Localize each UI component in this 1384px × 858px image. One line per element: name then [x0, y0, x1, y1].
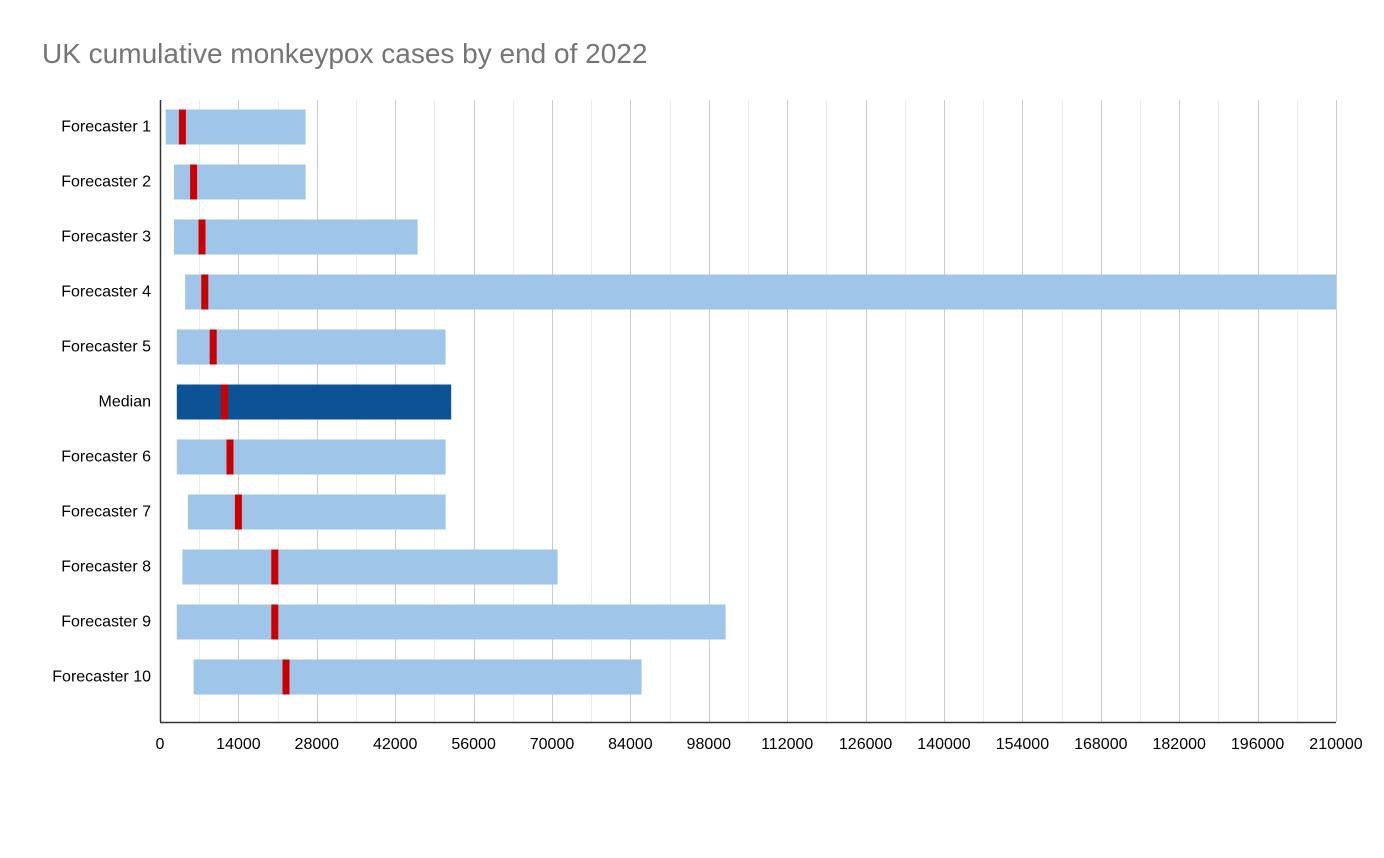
x-tick-label: 70000: [530, 736, 575, 753]
x-tick-label: 210000: [1309, 736, 1362, 753]
point-estimate-marker: [209, 329, 217, 365]
point-estimate-marker: [220, 384, 228, 420]
range-bar: [182, 549, 558, 585]
category-label: Forecaster 2: [61, 174, 151, 191]
x-tick-labels: 0 14000 28000 42000 56000 70000 84000 98000 1120…: [156, 736, 1363, 753]
point-estimate-marker: [234, 494, 242, 530]
range-bar: [188, 494, 446, 530]
x-tick-label: 196000: [1231, 736, 1284, 753]
point-estimate-marker: [178, 109, 186, 145]
x-tick-label: 84000: [608, 736, 653, 753]
x-tick-label: 14000: [216, 736, 261, 753]
category-label: Forecaster 6: [61, 449, 151, 466]
category-label: Forecaster 9: [61, 614, 151, 631]
x-tick-label: 42000: [373, 736, 418, 753]
point-estimate-marker: [271, 604, 279, 640]
range-bar: [185, 274, 1337, 310]
x-tick-label: 0: [156, 736, 165, 753]
range-bar: [174, 219, 418, 255]
range-bar: [193, 659, 642, 695]
range-bar: [176, 439, 446, 475]
category-label: Forecaster 1: [61, 119, 151, 136]
range-bar: [165, 109, 306, 145]
point-estimate-marker: [271, 549, 279, 585]
point-estimate-marker: [226, 439, 234, 475]
range-bar: [176, 604, 726, 640]
range-bars: [165, 109, 1337, 695]
range-bar: [176, 329, 446, 365]
category-label: Forecaster 7: [61, 504, 151, 521]
point-estimate-marker: [198, 219, 206, 255]
point-estimate-marker: [201, 274, 209, 310]
x-tick-label: 140000: [917, 736, 970, 753]
x-tick-label: 28000: [295, 736, 340, 753]
x-tick-label: 112000: [761, 736, 813, 753]
chart-title: UK cumulative monkeypox cases by end of …: [42, 38, 648, 69]
category-label: Forecaster 8: [61, 559, 151, 576]
x-tick-label: 182000: [1153, 736, 1206, 753]
point-estimate-marker: [190, 164, 198, 200]
x-tick-label: 126000: [839, 736, 892, 753]
x-tick-label: 98000: [687, 736, 732, 753]
category-label: Forecaster 4: [61, 284, 151, 301]
x-tick-label: 56000: [451, 736, 496, 753]
median-range-bar: [176, 384, 452, 420]
point-estimate-marker: [282, 659, 290, 695]
x-tick-label: 154000: [996, 736, 1049, 753]
category-label: Forecaster 5: [61, 339, 151, 356]
category-labels: Forecaster 1 Forecaster 2 Forecaster 3 Fore…: [52, 119, 151, 686]
x-tick-label: 168000: [1074, 736, 1127, 753]
category-label: Forecaster 3: [61, 229, 151, 246]
axes: [159, 100, 1336, 724]
category-label: Forecaster 10: [52, 669, 151, 686]
category-label: Median: [99, 394, 151, 411]
